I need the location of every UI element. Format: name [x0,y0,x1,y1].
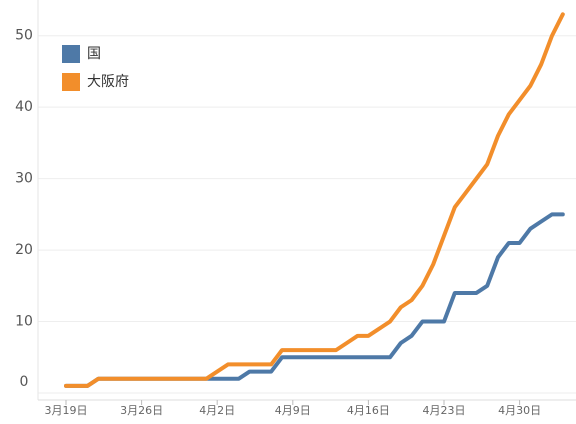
y-tick-label: 50 [15,28,33,44]
y-tick-label: 40 [15,99,33,115]
x-tick-label: 3月19日 [45,404,88,417]
y-tick-label: 0 [20,374,29,390]
x-tick-label: 4月2日 [199,404,235,417]
x-tick-label: 4月23日 [423,404,466,417]
x-tick-label: 4月30日 [498,404,541,417]
legend-swatch [62,73,80,91]
y-tick-label: 30 [15,171,33,187]
legend-label: 国 [87,46,101,62]
y-tick-label: 20 [15,242,33,258]
legend-label: 大阪府 [87,74,129,90]
x-tick-label: 4月16日 [347,404,390,417]
x-tick-label: 4月9日 [275,404,311,417]
series-line [64,12,565,388]
x-tick-label: 3月26日 [120,404,163,417]
series-line [64,212,565,388]
legend-swatch [62,45,80,63]
y-tick-label: 10 [15,314,33,330]
